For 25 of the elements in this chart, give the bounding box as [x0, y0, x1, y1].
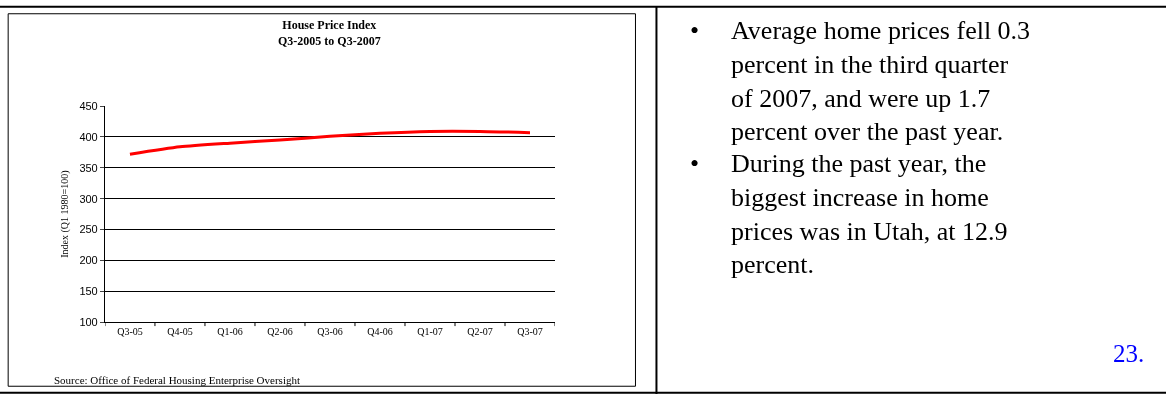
text: 23. [1113, 340, 1145, 367]
chart-subtitle: Q3-2005 to Q3-2007 [278, 33, 381, 48]
x-tick-label: Q2-06 [267, 326, 293, 338]
line-series [128, 129, 532, 156]
y-tick-label: 100 [79, 316, 98, 329]
x-tick-label: Q3-06 [317, 326, 343, 338]
x-tick-label: Q4-05 [167, 326, 193, 338]
y-tick-label: 450 [79, 99, 98, 112]
chart-title: House Price Index [282, 18, 377, 32]
source-note: Source: Office of Federal Housing Enterprise Oversight [54, 374, 301, 386]
y-tick-label: 300 [79, 192, 98, 205]
y-axis-title: Index (Q1 1980=100) [59, 170, 72, 258]
x-tick-label: Q3-05 [117, 326, 143, 338]
y-tick-label: 150 [79, 285, 98, 298]
text: • During the past year, the biggest increase in home prices was in Utah, at 12.9 percent. [690, 149, 1008, 280]
x-tick-label: Q1-06 [217, 326, 243, 338]
y-tick-label: 350 [79, 161, 98, 174]
y-tick-label: 400 [79, 130, 98, 143]
x-tick-label: Q3-07 [517, 326, 543, 338]
x-tick-label: Q1-07 [417, 326, 443, 338]
x-tick-label: Q2-07 [467, 326, 493, 338]
y-tick-label: 200 [79, 254, 98, 267]
y-tick-label: 250 [79, 223, 98, 236]
x-tick-label: Q4-06 [367, 326, 393, 338]
text: • Average home prices fell 0.3 percent in the third quarter of 2007, and were up 1.7 percent over the past year. [690, 16, 1031, 147]
